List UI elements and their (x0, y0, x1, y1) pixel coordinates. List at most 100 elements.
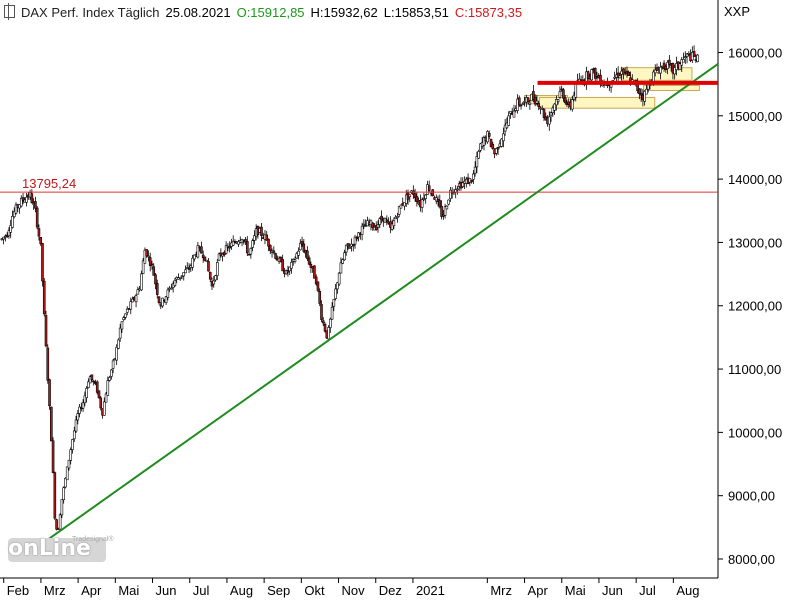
candle-body (92, 380, 95, 383)
candle-body (297, 250, 300, 256)
candle-body (25, 196, 28, 203)
candle-body (290, 261, 293, 269)
candle-body (141, 260, 145, 274)
candle-body (212, 280, 216, 285)
candle-body (351, 244, 355, 247)
candle-body (341, 259, 344, 264)
candle-body (336, 282, 339, 290)
candle-body (131, 298, 134, 303)
candle-body (90, 374, 94, 381)
candle-body (60, 499, 64, 516)
candle-body (680, 59, 684, 66)
logo-brand: Tradesignal® (72, 536, 114, 543)
candle-body (268, 245, 272, 251)
x-tick-label: Apr (528, 583, 549, 598)
candle-body (53, 472, 57, 519)
candle-body (461, 182, 465, 187)
candle-body (224, 245, 228, 254)
candle-body (318, 291, 322, 304)
candle-body (503, 124, 507, 132)
candle-body (562, 89, 565, 99)
candle-body (191, 257, 194, 268)
candle-body (140, 273, 143, 291)
candle-body (449, 189, 452, 199)
candle-body (532, 91, 535, 100)
candle-body (125, 308, 129, 313)
date-label: 25.08.2021 (165, 5, 231, 20)
candle-body (48, 379, 51, 407)
candle-body (249, 248, 253, 255)
candle-body (479, 143, 482, 151)
candle-body (129, 301, 133, 310)
candle-body (662, 62, 666, 69)
candle-body (217, 253, 221, 261)
candle-body (152, 266, 156, 276)
candle-body (14, 204, 18, 214)
candle-body (422, 198, 426, 200)
candle-body (216, 262, 219, 276)
unit-label: XXP (724, 4, 751, 19)
x-tick-label: Apr (81, 583, 102, 598)
candle-body (343, 252, 346, 261)
candle-body (613, 77, 616, 79)
candle-body (489, 138, 493, 148)
candle-body (652, 71, 655, 82)
candle-body (148, 257, 152, 266)
candle-body (9, 225, 12, 233)
candle-body (521, 103, 525, 106)
candle-body (104, 393, 108, 403)
candle-body (502, 133, 505, 142)
lines-layer (0, 63, 719, 544)
candle-body (64, 477, 67, 488)
low-value: L:15853,51 (383, 5, 449, 20)
candle-body (496, 146, 500, 150)
logo-background (8, 538, 106, 562)
candle-body (309, 263, 313, 268)
candle-body (653, 69, 657, 74)
candle-body (81, 402, 85, 409)
y-tick-label: 9000,00 (728, 489, 775, 504)
logo-text: onLine (8, 536, 91, 561)
candle-body (313, 265, 316, 279)
candle-body (233, 241, 237, 243)
candle-body (97, 390, 101, 399)
candle-body (228, 245, 231, 249)
candle-body (185, 267, 189, 269)
trend-line (42, 63, 719, 544)
candle-body (639, 93, 643, 96)
candle-body (339, 262, 343, 274)
candle-body (46, 347, 50, 381)
labels-layer: 16000,00 15000,00 14000,00 13000,00 12000,00… (7, 45, 783, 598)
candle-body (117, 339, 120, 349)
candle-body (196, 245, 200, 258)
candle-body (184, 269, 187, 274)
candle-body (415, 196, 419, 202)
candle-body (537, 103, 541, 107)
candle-body (593, 67, 597, 79)
candle-body (200, 246, 203, 254)
candle-body (500, 138, 503, 147)
x-tick-label: Mai (565, 583, 586, 598)
candle-body (102, 401, 106, 416)
x-tick-label: Jul (639, 583, 656, 598)
candle-body (231, 240, 235, 246)
candle-body (12, 211, 16, 218)
candle-body (495, 148, 498, 154)
candle-body (30, 193, 34, 204)
candle-body (687, 53, 691, 55)
candle-body (178, 277, 182, 279)
candle-body (2, 236, 5, 240)
candle-body (302, 243, 306, 252)
x-tick-label: Okt (304, 583, 325, 598)
candle-body (182, 272, 186, 277)
candle-body (118, 327, 122, 339)
candle-body (396, 216, 399, 218)
candle-body (55, 519, 58, 530)
candle-body (526, 97, 530, 102)
candle-body (293, 259, 297, 262)
symbol-label: DAX Perf. Index Täglich (21, 5, 160, 20)
candle-body (394, 216, 397, 220)
candle-body (72, 430, 76, 440)
candle-body (246, 241, 249, 254)
x-tick-label: Jul (193, 583, 210, 598)
